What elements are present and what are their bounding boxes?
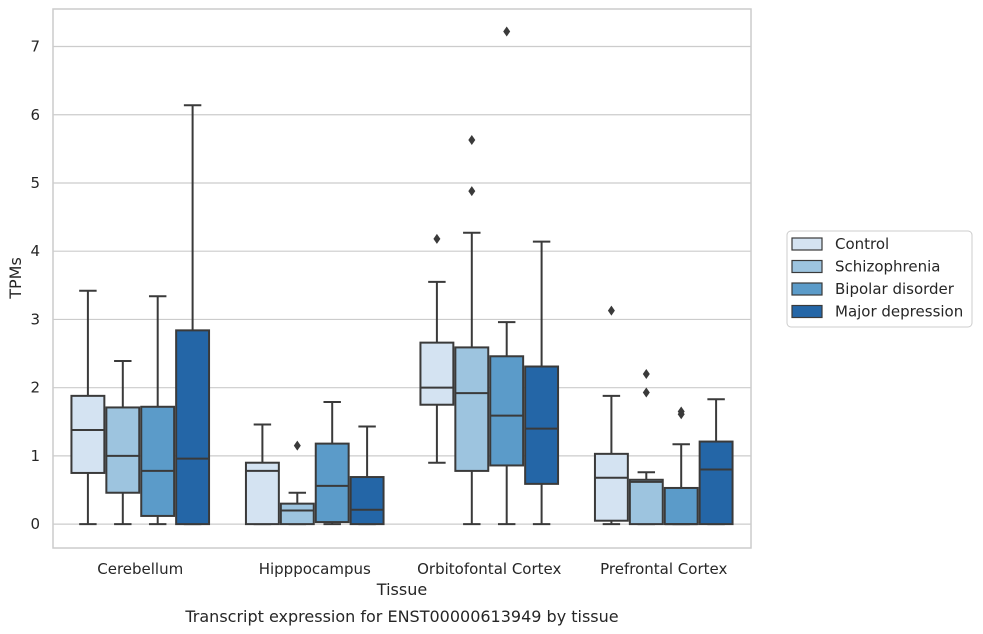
x-axis-label: Tissue <box>376 580 427 599</box>
legend-swatch <box>791 259 823 274</box>
box-iqr <box>244 461 280 526</box>
y-axis-label: TPMs <box>6 257 25 300</box>
legend-label: Schizophrenia <box>835 258 940 276</box>
box-major-depression <box>175 104 211 526</box>
x-tick-label: Hipppocampus <box>259 560 371 578</box>
outlier-marker <box>293 440 301 451</box>
box-control <box>70 289 106 526</box>
box-iqr <box>663 486 699 526</box>
y-tick-label: 7 <box>30 38 40 56</box>
box-iqr <box>628 478 664 526</box>
legend-label: Control <box>835 235 889 253</box>
box-iqr <box>593 452 629 522</box>
legend-frame <box>786 230 973 328</box>
box-major-depression <box>349 425 385 526</box>
box-iqr <box>314 442 350 524</box>
box-iqr <box>454 346 490 472</box>
box-iqr <box>70 394 106 474</box>
box-control <box>593 305 629 526</box>
box-bipolar-disorder <box>489 26 525 526</box>
y-tick-label: 2 <box>30 379 40 397</box>
outlier-marker <box>468 134 476 145</box>
x-tick-label: Orbitofontal Cortex <box>417 560 561 578</box>
outlier-marker <box>468 186 476 197</box>
legend-swatch <box>791 304 823 319</box>
y-tick-label: 1 <box>30 447 40 465</box>
box-iqr <box>105 406 141 494</box>
box-bipolar-disorder <box>140 295 176 526</box>
box-iqr <box>175 329 211 526</box>
y-tick-labels: 0 1 2 3 4 5 6 7 <box>30 38 40 534</box>
box-schizophrenia <box>628 369 664 526</box>
box-iqr <box>698 440 734 526</box>
plot-frame <box>52 8 752 549</box>
y-tick-label: 0 <box>30 515 40 533</box>
y-tick-label: 5 <box>30 174 40 192</box>
outlier-marker <box>433 233 441 244</box>
outlier-marker <box>642 387 650 398</box>
box-major-depression <box>524 240 560 526</box>
figure-caption: Transcript expression for ENST0000061394… <box>184 607 618 626</box>
outlier-marker <box>642 369 650 380</box>
x-tick-label: Cerebellum <box>97 560 183 578</box>
y-tick-label: 4 <box>30 242 40 260</box>
box-schizophrenia <box>105 360 141 526</box>
box-iqr <box>419 341 455 406</box>
box-iqr <box>279 502 315 526</box>
box-series <box>70 26 734 526</box>
x-tick-labels: Cerebellum Hipppocampus Orbitofontal Corte… <box>97 560 727 578</box>
legend-label: Bipolar disorder <box>835 280 955 298</box>
box-major-depression <box>698 398 734 526</box>
legend-swatch <box>791 237 823 251</box>
box-iqr <box>524 365 560 485</box>
box-bipolar-disorder <box>314 400 350 526</box>
legend-swatch <box>791 282 823 296</box>
outlier-marker <box>503 26 511 37</box>
box-iqr <box>489 355 525 467</box>
legend: Control Schizophrenia Bipolar disorder Majo… <box>786 230 973 328</box>
box-control <box>419 233 455 464</box>
box-control <box>244 423 280 526</box>
box-iqr <box>140 405 176 517</box>
outlier-marker <box>607 305 615 316</box>
y-tick-label: 6 <box>30 106 40 124</box>
y-tick-label: 3 <box>30 310 40 328</box>
x-tick-label: Prefrontal Cortex <box>600 560 727 578</box>
legend-label: Major depression <box>835 303 963 321</box>
box-bipolar-disorder <box>663 406 699 526</box>
box-iqr <box>349 476 385 526</box>
outlier-marker <box>677 409 685 420</box>
box-schizophrenia <box>454 134 490 526</box>
box-schizophrenia <box>279 440 315 526</box>
